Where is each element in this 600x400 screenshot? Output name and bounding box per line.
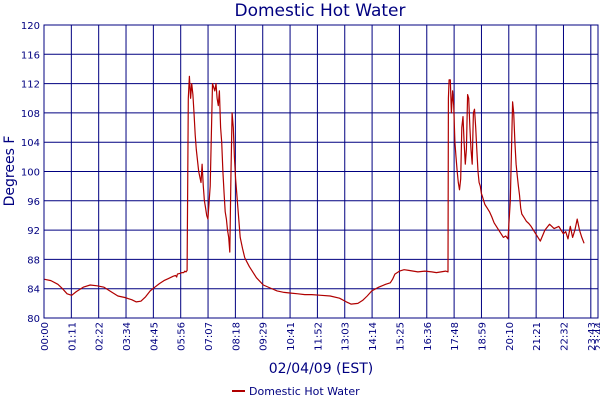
- y-tick-label-0: 80: [27, 314, 40, 325]
- x-tick-label-11: 13:03: [341, 322, 352, 351]
- chart-title: Domestic Hot Water: [234, 1, 405, 21]
- y-tick-label-9: 116: [21, 50, 40, 61]
- x-tick-label-12: 14:14: [368, 322, 379, 351]
- x-tick-label-16: 18:59: [477, 322, 488, 351]
- x-tick-label-19: 22:32: [559, 322, 570, 351]
- y-tick-labels: 80 84 88 92 96 100 104 108 112 116 120: [21, 21, 40, 325]
- x-tick-label-6: 07:07: [204, 322, 215, 351]
- y-tick-label-10: 120: [21, 21, 40, 32]
- plot-frame: [43, 24, 599, 319]
- y-tick-label-2: 88: [27, 255, 40, 266]
- x-tick-label-20: 23:43: [587, 322, 598, 351]
- y-axis-label: Degrees F: [2, 136, 18, 207]
- x-tick-label-15: 17:48: [450, 322, 461, 351]
- x-tick-label-4: 04:45: [149, 322, 160, 351]
- x-tick-label-3: 03:34: [122, 322, 133, 351]
- x-tick-label-0: 00:00: [40, 322, 51, 351]
- x-tick-label-2: 02:22: [95, 322, 106, 351]
- y-tick-label-7: 108: [21, 109, 40, 120]
- y-tick-label-3: 92: [27, 226, 40, 237]
- x-tick-label-1: 01:11: [67, 322, 78, 351]
- x-tick-label-17: 20:10: [505, 322, 516, 351]
- x-tick-label-8: 09:29: [259, 322, 270, 351]
- x-tick-label-7: 08:18: [231, 322, 242, 351]
- x-tick-label-14: 16:36: [423, 322, 434, 351]
- series-layer: [43, 75, 585, 305]
- y-tick-label-6: 104: [21, 138, 40, 149]
- y-tick-label-4: 96: [27, 197, 40, 208]
- grid: [44, 24, 598, 319]
- x-tick-labels: 00:00 01:11 02:22 03:34 04:45 05:56 07:07 08:18…: [40, 322, 600, 351]
- y-tick-label-5: 100: [21, 168, 40, 179]
- x-tick-label-9: 10:41: [286, 322, 297, 351]
- series-line-0: [43, 75, 585, 305]
- legend: Domestic Hot Water: [232, 385, 360, 398]
- x-tick-label-10: 11:52: [313, 322, 324, 351]
- x-tick-label-5: 05:56: [177, 322, 188, 351]
- x-tick-label-18: 21:21: [532, 322, 543, 351]
- x-axis-label: 02/04/09 (EST): [269, 361, 374, 377]
- y-tick-label-1: 84: [27, 285, 40, 296]
- x-tick-label-21: 23:44: [594, 322, 600, 351]
- legend-label: Domestic Hot Water: [249, 385, 360, 398]
- x-tick-label-13: 15:25: [395, 322, 406, 351]
- y-tick-label-8: 112: [21, 80, 40, 91]
